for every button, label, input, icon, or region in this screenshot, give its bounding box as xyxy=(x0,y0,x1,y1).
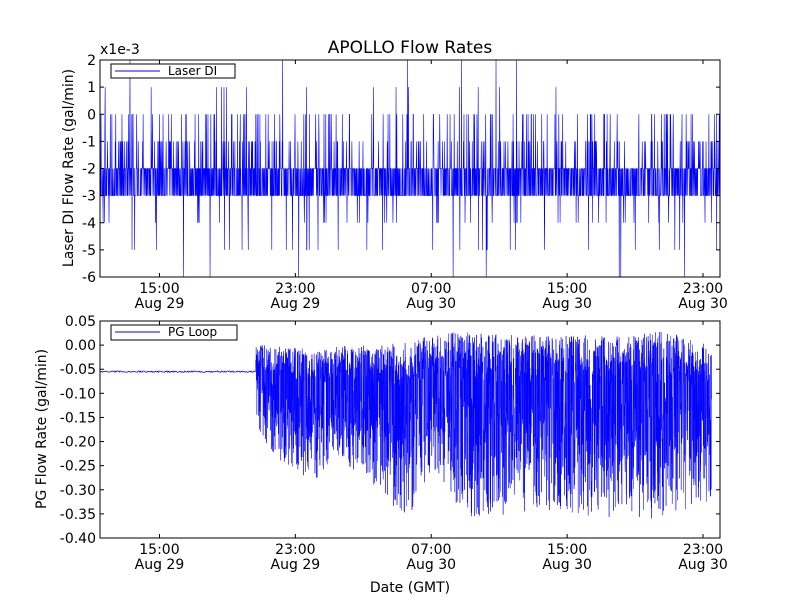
top-y-tick-label: -4 xyxy=(82,216,96,232)
top-y-tick-label: 0 xyxy=(87,107,96,123)
top-legend-label: Laser DI xyxy=(168,64,217,78)
bottom-x-tick-time-label: 07:00 xyxy=(411,542,451,558)
bottom-subplot: 0.05 0.00 -0.05 -0.10 -0.15 -0.20 -0.25 -0.30 -0… xyxy=(34,314,728,573)
bottom-x-tick-time-label: 23:00 xyxy=(275,542,315,558)
top-y-tick-label: -3 xyxy=(82,189,96,205)
top-y-tick-label: 2 xyxy=(87,53,96,69)
bottom-x-tick-date-label: Aug 30 xyxy=(406,557,456,573)
bottom-y-axis-label: PG Flow Rate (gal/min) xyxy=(34,349,50,509)
bottom-y-tick-label: 0.05 xyxy=(65,314,96,330)
top-x-tick-time-label: 23:00 xyxy=(683,281,723,297)
laser-di-series xyxy=(99,59,721,278)
bottom-axes-frame xyxy=(99,320,721,539)
top-x-tick-time-label: 23:00 xyxy=(275,281,315,297)
figure-title: APOLLO Flow Rates xyxy=(328,38,493,58)
top-x-tick-time-label: 07:00 xyxy=(411,281,451,297)
pg-loop-noisy-line xyxy=(255,332,712,519)
top-y-tick-label: -5 xyxy=(82,243,96,259)
bottom-y-tick-label: -0.25 xyxy=(60,459,96,475)
pg-loop-series xyxy=(99,332,712,519)
top-x-tick-date-label: Aug 29 xyxy=(271,296,321,312)
bottom-y-tick-label: -0.15 xyxy=(60,410,96,426)
bottom-y-tick-label: -0.20 xyxy=(60,435,96,451)
bottom-legend-box xyxy=(110,324,238,341)
bottom-x-tick-date-label: Aug 29 xyxy=(135,557,185,573)
bottom-y-tick-label: 0.00 xyxy=(65,338,96,354)
bottom-y-tick-label: -0.40 xyxy=(60,531,96,547)
bottom-x-tick-time-label: 23:00 xyxy=(683,542,723,558)
top-legend-box xyxy=(110,63,236,79)
bottom-x-tick-date-label: Aug 29 xyxy=(271,557,321,573)
top-y-tick-label: -1 xyxy=(82,134,96,150)
bottom-y-ticks: 0.05 0.00 -0.05 -0.10 -0.15 -0.20 -0.25 -0.30 -0… xyxy=(60,314,720,547)
bottom-y-tick-label: -0.30 xyxy=(60,483,96,499)
top-legend: Laser DI xyxy=(110,63,236,79)
top-x-tick-date-label: Aug 29 xyxy=(135,296,185,312)
pg-loop-flat-line xyxy=(99,370,256,373)
top-x-tick-time-label: 15:00 xyxy=(547,281,587,297)
laser-di-line xyxy=(99,59,721,278)
top-offset-label: x1e-3 xyxy=(100,42,140,58)
top-y-tick-label: -2 xyxy=(82,162,96,178)
bottom-x-tick-time-label: 15:00 xyxy=(547,542,587,558)
bottom-y-tick-label: -0.35 xyxy=(60,507,96,523)
bottom-x-tick-time-label: 15:00 xyxy=(139,542,179,558)
top-y-ticks: 2 1 0 -1 -2 -3 -4 -5 -6 xyxy=(82,53,720,286)
top-x-tick-date-label: Aug 30 xyxy=(542,296,592,312)
top-y-tick-label: -6 xyxy=(82,270,96,286)
bottom-x-tick-date-label: Aug 30 xyxy=(678,557,728,573)
top-axes-frame xyxy=(99,59,721,278)
bottom-legend: PG Loop xyxy=(110,324,238,341)
bottom-y-tick-label: -0.10 xyxy=(60,386,96,402)
bottom-x-tick-date-label: Aug 30 xyxy=(542,557,592,573)
top-x-tick-date-label: Aug 30 xyxy=(406,296,456,312)
top-x-tick-time-label: 15:00 xyxy=(139,281,179,297)
x-axis-label: Date (GMT) xyxy=(370,580,450,596)
bottom-legend-label: PG Loop xyxy=(168,325,217,339)
bottom-y-tick-label: -0.05 xyxy=(60,362,96,378)
top-y-tick-label: 1 xyxy=(87,80,96,96)
top-x-tick-date-label: Aug 30 xyxy=(678,296,728,312)
top-y-axis-label: Laser DI Flow Rate (gal/min) xyxy=(61,69,77,267)
